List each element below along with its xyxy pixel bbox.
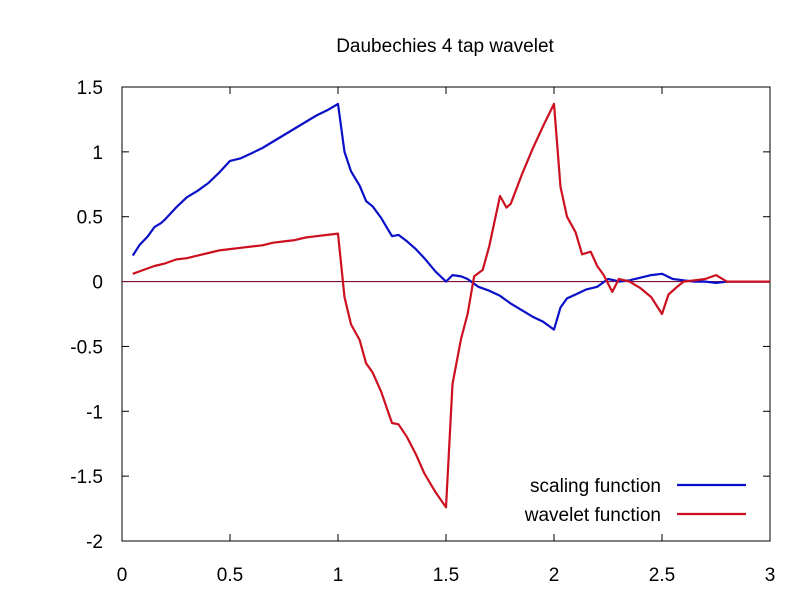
x-tick-label: 1.5 <box>433 565 459 586</box>
y-tick-label: 0.5 <box>77 208 103 229</box>
legend: scaling function wavelet function <box>524 476 746 526</box>
y-tick-label: 0 <box>92 273 103 294</box>
y-tick-label: -2 <box>86 532 103 553</box>
y-tick-label: -1.5 <box>70 467 103 488</box>
y-tick-label: -0.5 <box>70 337 103 358</box>
y-tick-label: 1.5 <box>77 78 103 99</box>
plot-frame <box>121 86 771 542</box>
x-tick-label: 2.5 <box>649 565 675 586</box>
x-tick-label: 0 <box>117 565 128 586</box>
x-tick-label: 1 <box>333 565 344 586</box>
x-tick-label: 0.5 <box>217 565 243 586</box>
series-line-wavelet <box>132 102 770 509</box>
legend-label: scaling function <box>530 476 661 497</box>
legend-label: wavelet function <box>524 505 661 526</box>
y-tick-label: 1 <box>92 143 103 164</box>
axis-ticks: 0 0.5 1 1.5 2 2.5 3 1.5 1 0.5 0 -0.5 -1 -1.5 -2 <box>70 78 775 586</box>
x-tick-label: 3 <box>765 565 776 586</box>
x-tick-label: 2 <box>549 565 560 586</box>
series-lines <box>131 102 770 509</box>
series-line-scaling <box>131 102 770 331</box>
y-tick-label: -1 <box>86 402 103 423</box>
chart-title: Daubechies 4 tap wavelet <box>336 36 554 57</box>
